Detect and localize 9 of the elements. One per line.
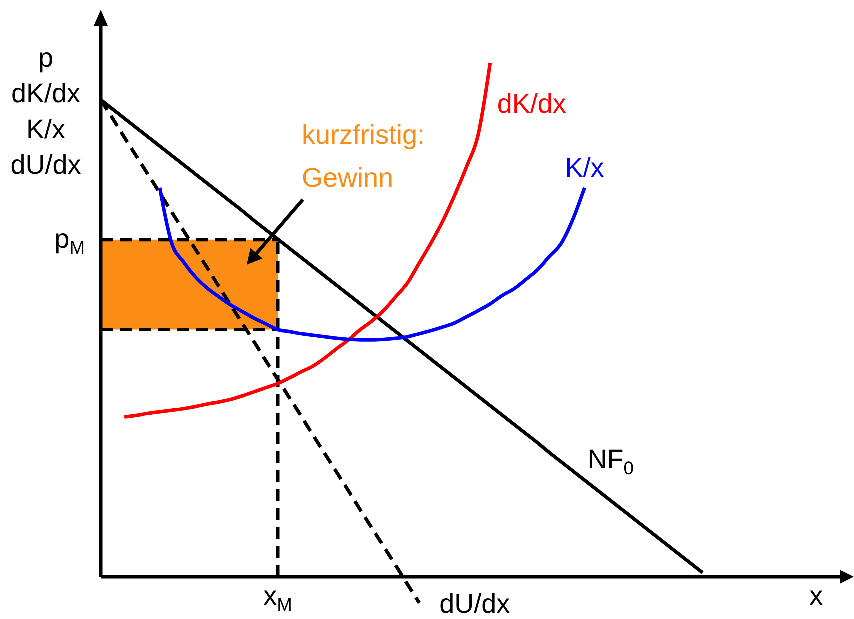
series-label: dK/dx	[497, 89, 567, 120]
series-label: dU/dx	[440, 589, 511, 619]
ref-line-label: p$_{M}$	[54, 224, 85, 258]
y-axis-title: p dK/dx K/x dU/dx	[10, 43, 82, 180]
x-axis-title: x	[810, 581, 824, 611]
band-label: kurzfristig: Gewinn	[302, 120, 426, 193]
series-label: NF$_{0}$	[588, 444, 634, 479]
annotation: x$_{M}$	[264, 581, 292, 616]
series-label: K/x	[565, 152, 605, 183]
